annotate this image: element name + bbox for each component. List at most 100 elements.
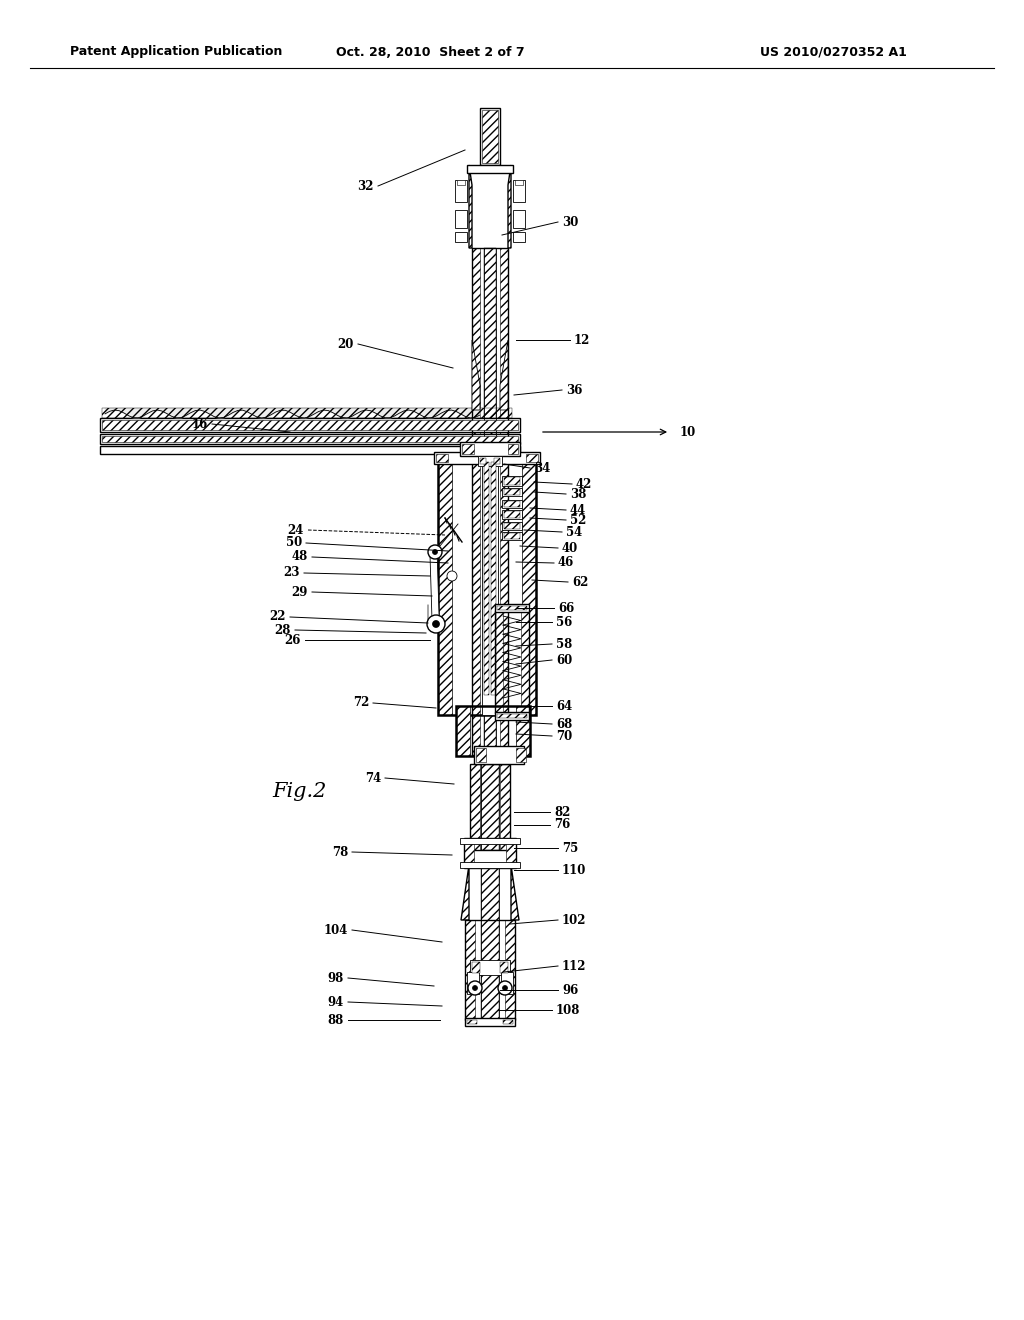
Text: 29: 29 — [292, 586, 308, 598]
Bar — [502, 510, 522, 519]
Text: 54: 54 — [566, 525, 583, 539]
Bar — [481, 865, 499, 1020]
Text: 75: 75 — [562, 842, 579, 854]
Bar — [526, 454, 538, 462]
Bar — [495, 611, 529, 713]
Bar — [464, 838, 474, 869]
Bar — [464, 838, 516, 869]
Text: 74: 74 — [365, 771, 381, 784]
Bar — [490, 462, 496, 696]
Bar — [462, 444, 474, 454]
Text: US 2010/0270352 A1: US 2010/0270352 A1 — [760, 45, 907, 58]
Text: 30: 30 — [562, 215, 579, 228]
Text: Oct. 28, 2010  Sheet 2 of 7: Oct. 28, 2010 Sheet 2 of 7 — [336, 45, 524, 58]
Text: 62: 62 — [572, 576, 589, 589]
Bar — [438, 462, 536, 715]
Bar — [474, 746, 524, 764]
Text: 46: 46 — [558, 557, 574, 569]
Bar — [502, 477, 522, 486]
Bar — [502, 532, 522, 540]
Bar — [472, 248, 508, 755]
Bar — [504, 523, 520, 529]
Text: 36: 36 — [566, 384, 583, 396]
Bar — [495, 605, 529, 612]
Text: 52: 52 — [570, 513, 587, 527]
Bar — [480, 108, 500, 165]
Text: 28: 28 — [274, 623, 291, 636]
Text: 112: 112 — [562, 960, 587, 973]
Bar — [482, 110, 498, 162]
Bar — [494, 458, 500, 465]
Text: 68: 68 — [556, 718, 572, 730]
Text: 102: 102 — [562, 913, 587, 927]
Bar — [436, 454, 449, 462]
Text: 56: 56 — [556, 615, 572, 628]
Text: 44: 44 — [570, 503, 587, 516]
Bar — [467, 1020, 477, 1024]
Bar — [455, 180, 467, 202]
Polygon shape — [472, 341, 480, 411]
Bar — [501, 972, 513, 994]
Text: 20: 20 — [338, 338, 354, 351]
Text: 96: 96 — [562, 983, 579, 997]
Bar — [482, 462, 498, 715]
Text: 58: 58 — [556, 638, 572, 651]
Bar — [460, 442, 520, 455]
Bar — [495, 711, 529, 719]
Circle shape — [447, 572, 457, 581]
Bar — [467, 972, 479, 994]
Circle shape — [498, 981, 512, 995]
Bar — [513, 232, 525, 242]
Bar — [456, 706, 470, 756]
Text: 16: 16 — [191, 417, 208, 430]
Circle shape — [428, 545, 442, 558]
Bar — [504, 533, 520, 539]
Bar — [481, 865, 499, 1020]
Bar — [460, 862, 520, 869]
Circle shape — [427, 615, 445, 634]
Bar — [516, 748, 526, 762]
Text: 98: 98 — [328, 972, 344, 985]
Polygon shape — [500, 341, 508, 411]
Bar — [465, 920, 515, 1020]
Text: 10: 10 — [680, 425, 696, 438]
Polygon shape — [430, 549, 441, 630]
Text: 23: 23 — [284, 566, 300, 579]
Circle shape — [432, 549, 437, 554]
Bar — [476, 748, 486, 762]
Bar — [472, 248, 480, 755]
Text: 50: 50 — [286, 536, 302, 549]
Bar — [504, 477, 520, 484]
Bar — [465, 920, 475, 1020]
Bar — [497, 606, 527, 610]
Bar — [100, 446, 520, 454]
Bar — [470, 764, 510, 850]
Text: 40: 40 — [562, 541, 579, 554]
Circle shape — [468, 981, 482, 995]
Bar — [460, 838, 520, 843]
Text: 70: 70 — [556, 730, 572, 742]
Text: 64: 64 — [556, 700, 572, 713]
Bar — [504, 502, 520, 507]
Bar — [102, 408, 512, 418]
Text: 108: 108 — [556, 1003, 581, 1016]
Bar — [500, 962, 508, 973]
Bar — [502, 488, 522, 496]
Bar — [457, 180, 465, 185]
Polygon shape — [461, 865, 469, 920]
Text: 78: 78 — [332, 846, 348, 858]
Text: 88: 88 — [328, 1014, 344, 1027]
Text: 38: 38 — [570, 487, 587, 500]
Text: 34: 34 — [534, 462, 550, 474]
Circle shape — [503, 986, 508, 990]
Circle shape — [432, 620, 439, 627]
Text: 26: 26 — [285, 634, 301, 647]
Bar — [102, 420, 518, 430]
Bar — [467, 165, 513, 173]
Bar — [470, 764, 480, 850]
Bar — [480, 458, 486, 465]
Bar — [484, 248, 496, 755]
Bar — [472, 962, 480, 973]
Bar — [102, 436, 518, 442]
Bar — [465, 1018, 515, 1026]
